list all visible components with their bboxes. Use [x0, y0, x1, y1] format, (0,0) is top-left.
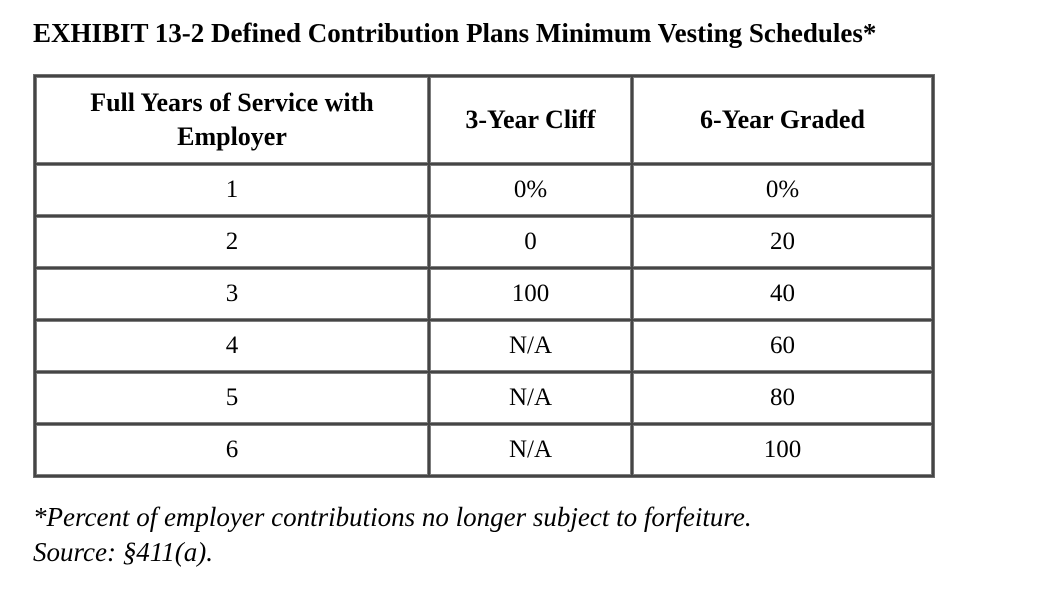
column-header-3-year-cliff: 3-Year Cliff [430, 77, 631, 164]
footnote-forfeiture: *Percent of employer contributions no lo… [33, 502, 752, 533]
table-header: Full Years of Service with Employer 3-Ye… [36, 77, 932, 164]
graded-cell: 100 [633, 425, 932, 476]
cliff-cell: N/A [430, 425, 631, 476]
graded-cell: 0% [633, 165, 932, 216]
cliff-cell: 0 [430, 217, 631, 268]
exhibit-title: EXHIBIT 13-2 Defined Contribution Plans … [33, 18, 877, 48]
graded-cell: 40 [633, 269, 932, 320]
cliff-cell: 0% [430, 165, 631, 216]
footnote-source: Source: §411(a). [33, 537, 213, 568]
table-row: 5 N/A 80 [36, 373, 932, 424]
cliff-cell: N/A [430, 321, 631, 372]
graded-cell: 20 [633, 217, 932, 268]
years-cell: 3 [36, 269, 428, 320]
table-row: 4 N/A 60 [36, 321, 932, 372]
years-cell: 1 [36, 165, 428, 216]
table-row: 2 0 20 [36, 217, 932, 268]
table-row: 6 N/A 100 [36, 425, 932, 476]
vesting-schedule-table: Full Years of Service with Employer 3-Ye… [33, 74, 935, 479]
cliff-cell: N/A [430, 373, 631, 424]
column-header-years-of-service: Full Years of Service with Employer [36, 77, 428, 164]
column-header-6-year-graded: 6-Year Graded [633, 77, 932, 164]
cliff-cell: 100 [430, 269, 631, 320]
years-cell: 2 [36, 217, 428, 268]
table-row: 3 100 40 [36, 269, 932, 320]
graded-cell: 60 [633, 321, 932, 372]
table-body: 1 0% 0% 2 0 20 3 100 40 4 N/A 60 5 N/A [36, 165, 932, 476]
table-row: 1 0% 0% [36, 165, 932, 216]
years-cell: 6 [36, 425, 428, 476]
years-cell: 5 [36, 373, 428, 424]
years-cell: 4 [36, 321, 428, 372]
graded-cell: 80 [633, 373, 932, 424]
header-row: Full Years of Service with Employer 3-Ye… [36, 77, 932, 164]
